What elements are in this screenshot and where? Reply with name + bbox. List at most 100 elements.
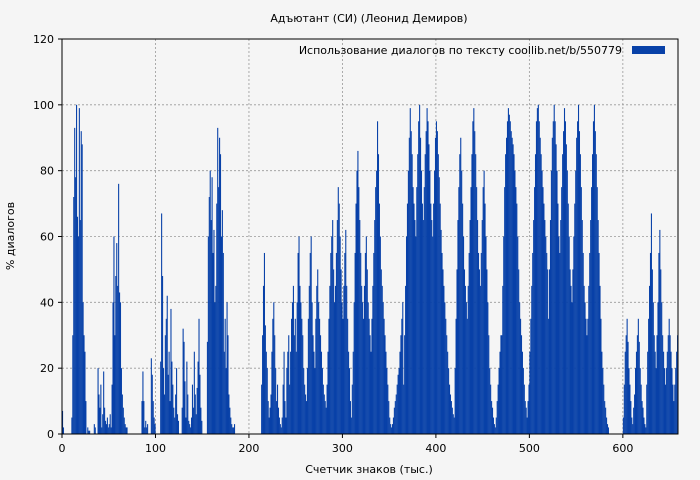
data-bar xyxy=(650,213,652,434)
data-bar xyxy=(349,401,351,434)
data-bar xyxy=(295,351,297,434)
data-bar xyxy=(659,229,661,434)
data-bar xyxy=(145,420,147,434)
data-bar xyxy=(643,417,645,434)
data-bar xyxy=(98,394,100,434)
data-bar xyxy=(275,368,277,434)
data-bar xyxy=(176,368,178,434)
data-bar xyxy=(509,121,511,435)
data-bar xyxy=(445,318,447,434)
data-bar xyxy=(348,351,350,434)
data-bar xyxy=(74,127,76,434)
data-bar xyxy=(412,187,414,434)
data-bar xyxy=(116,243,118,434)
data-bar xyxy=(423,187,425,434)
data-bar xyxy=(263,252,265,434)
data-bar xyxy=(438,177,440,434)
data-bar xyxy=(546,252,548,434)
data-bar xyxy=(304,384,306,434)
data-bar xyxy=(355,203,357,434)
data-bar xyxy=(675,368,677,434)
data-bar xyxy=(319,318,321,434)
data-bar xyxy=(461,170,463,434)
data-bar xyxy=(323,394,325,434)
data-bar xyxy=(531,285,533,434)
data-bar xyxy=(117,285,119,434)
data-bar xyxy=(517,236,519,434)
data-bar xyxy=(272,318,274,434)
data-bar xyxy=(425,131,427,434)
data-bar xyxy=(223,351,225,434)
data-bar xyxy=(146,427,148,434)
data-bar xyxy=(229,407,231,434)
data-bar xyxy=(94,427,96,434)
data-bar xyxy=(552,121,554,435)
data-bar xyxy=(362,302,364,434)
data-bar xyxy=(449,394,452,434)
data-bar xyxy=(534,154,537,435)
data-bar xyxy=(593,104,595,434)
data-bar xyxy=(309,252,311,434)
y-tick-label: 0 xyxy=(47,428,54,441)
data-bar xyxy=(446,335,448,434)
data-bar xyxy=(577,104,580,434)
data-bar xyxy=(100,384,102,434)
data-bar xyxy=(311,302,313,434)
data-bar xyxy=(288,335,290,434)
data-bar xyxy=(345,229,347,434)
data-bar xyxy=(527,401,529,434)
data-bar xyxy=(280,427,282,434)
data-bar xyxy=(73,197,75,434)
data-bar xyxy=(227,335,229,434)
data-bar xyxy=(489,368,491,434)
data-bar xyxy=(373,252,375,434)
data-bar xyxy=(85,401,87,434)
data-bar xyxy=(161,213,163,434)
data-bar xyxy=(421,203,423,434)
data-bar xyxy=(569,269,571,434)
data-bar xyxy=(563,131,565,434)
data-bar xyxy=(219,137,221,434)
data-bar xyxy=(177,420,179,434)
data-bar xyxy=(439,203,441,434)
legend-swatch xyxy=(632,46,665,54)
data-bar xyxy=(592,154,594,435)
data-bar xyxy=(182,328,184,434)
data-bar xyxy=(634,394,636,434)
data-bar xyxy=(111,384,113,434)
data-bar xyxy=(433,203,435,434)
data-bar xyxy=(176,414,179,434)
data-bar xyxy=(342,318,344,434)
data-bar xyxy=(308,285,310,434)
data-bar xyxy=(104,420,107,434)
data-bar xyxy=(267,401,269,434)
data-bar xyxy=(453,417,455,434)
data-bar xyxy=(515,187,517,434)
data-bar xyxy=(121,394,123,434)
data-bar xyxy=(125,427,127,434)
data-bar xyxy=(154,424,156,434)
data-bar xyxy=(550,170,552,434)
data-bar xyxy=(206,341,208,434)
data-bar xyxy=(310,236,312,434)
data-bar xyxy=(376,170,378,434)
data-bar xyxy=(71,417,73,434)
data-bar xyxy=(151,374,153,434)
data-bar xyxy=(673,401,675,434)
data-bar xyxy=(379,236,381,434)
data-bar xyxy=(265,351,267,434)
data-bar xyxy=(327,351,329,434)
data-bar xyxy=(601,351,603,434)
data-bar xyxy=(185,417,187,434)
data-bar xyxy=(141,401,143,434)
data-bar xyxy=(443,285,445,434)
data-bar xyxy=(80,131,82,434)
data-bar xyxy=(594,131,596,434)
data-bar xyxy=(83,335,85,434)
data-bar xyxy=(195,414,197,434)
data-bar xyxy=(396,384,398,434)
data-bar xyxy=(491,401,493,434)
data-bar xyxy=(599,285,601,434)
data-bar xyxy=(588,285,590,434)
data-bar xyxy=(625,335,627,434)
